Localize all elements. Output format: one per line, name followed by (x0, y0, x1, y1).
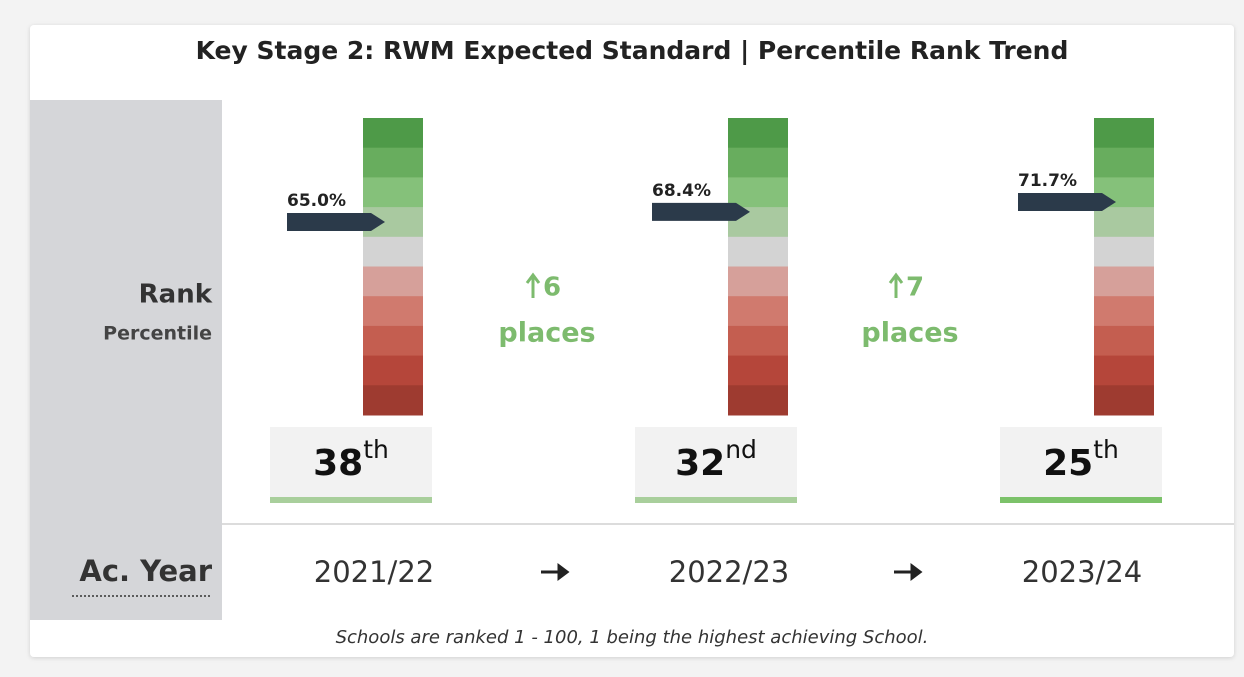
rank-suffix: th (1093, 435, 1119, 464)
scale-segment (1094, 236, 1154, 267)
rank-change: 6 places (498, 272, 596, 349)
scale-segment (728, 177, 788, 208)
rank-underline (270, 497, 432, 503)
scale-segment (1094, 296, 1154, 327)
scale-segment (1094, 385, 1154, 416)
rank-suffix: nd (725, 435, 757, 464)
year: 2021/22 (314, 555, 434, 589)
up-arrow (888, 272, 904, 298)
scale-segment (1094, 355, 1154, 386)
rank-box (270, 427, 432, 497)
scale-segment (728, 385, 788, 416)
percentile-label: Percentile (103, 323, 212, 345)
scale-segment (363, 177, 423, 208)
rank-box (635, 427, 797, 497)
scale-segment (728, 147, 788, 178)
scale-segment (728, 236, 788, 267)
scale-segment (1094, 147, 1154, 178)
percentile-value: 71.7% (1018, 171, 1077, 191)
scale-segment (363, 266, 423, 297)
up-arrow (525, 272, 541, 298)
percentile-pointer (652, 202, 750, 221)
change-places: 6 (543, 273, 561, 303)
scale-segment (1094, 207, 1154, 238)
percentile-pointer (287, 212, 385, 231)
rank-value: 25th (1043, 435, 1119, 484)
scale-segment (728, 118, 788, 149)
change-places: 7 (906, 273, 924, 303)
year: 2022/23 (669, 555, 789, 589)
rank-number: 32 (675, 443, 725, 484)
rank-column: 68.4% 32nd 2022/23 (635, 118, 797, 589)
rank-box (1000, 427, 1162, 497)
year-label: Ac. Year (79, 554, 212, 588)
year-arrow (541, 563, 570, 581)
rank-value: 38th (313, 435, 389, 484)
scale-segment (363, 325, 423, 357)
percentile-value: 68.4% (652, 181, 711, 201)
percentile-value: 65.0% (287, 191, 346, 211)
rank-label: Rank (139, 280, 213, 310)
label-column (30, 100, 222, 620)
scale-segment (1094, 266, 1154, 297)
scale-segment (728, 355, 788, 386)
scale-segment (363, 147, 423, 178)
scale-segment (1094, 325, 1154, 357)
scale-segment (728, 266, 788, 297)
year-arrow (894, 563, 923, 581)
year: 2023/24 (1022, 555, 1142, 589)
percentile-pointer (1018, 193, 1116, 212)
change-unit: places (861, 318, 958, 349)
rank-underline (635, 497, 797, 503)
rank-value: 32nd (675, 435, 757, 484)
rank-change: 7 places (861, 272, 959, 349)
scale-segment (363, 385, 423, 416)
title: Key Stage 2: RWM Expected Standard | Per… (196, 36, 1069, 65)
scale-segment (1094, 118, 1154, 149)
footnote: Schools are ranked 1 - 100, 1 being the … (336, 627, 929, 648)
change-unit: places (498, 318, 595, 349)
scale-segment (728, 296, 788, 327)
rank-number: 38 (313, 443, 363, 484)
rank-suffix: th (363, 435, 389, 464)
scale-segment (363, 236, 423, 267)
rank-column: 71.7% 25th 2023/24 (1000, 118, 1162, 589)
rank-underline (1000, 497, 1162, 503)
scale-segment (728, 325, 788, 357)
rank-number: 25 (1043, 443, 1093, 484)
scale-segment (363, 355, 423, 386)
scale-segment (363, 118, 423, 149)
rank-column: 65.0% 38th 2021/22 (270, 118, 434, 589)
scale-segment (363, 296, 423, 327)
